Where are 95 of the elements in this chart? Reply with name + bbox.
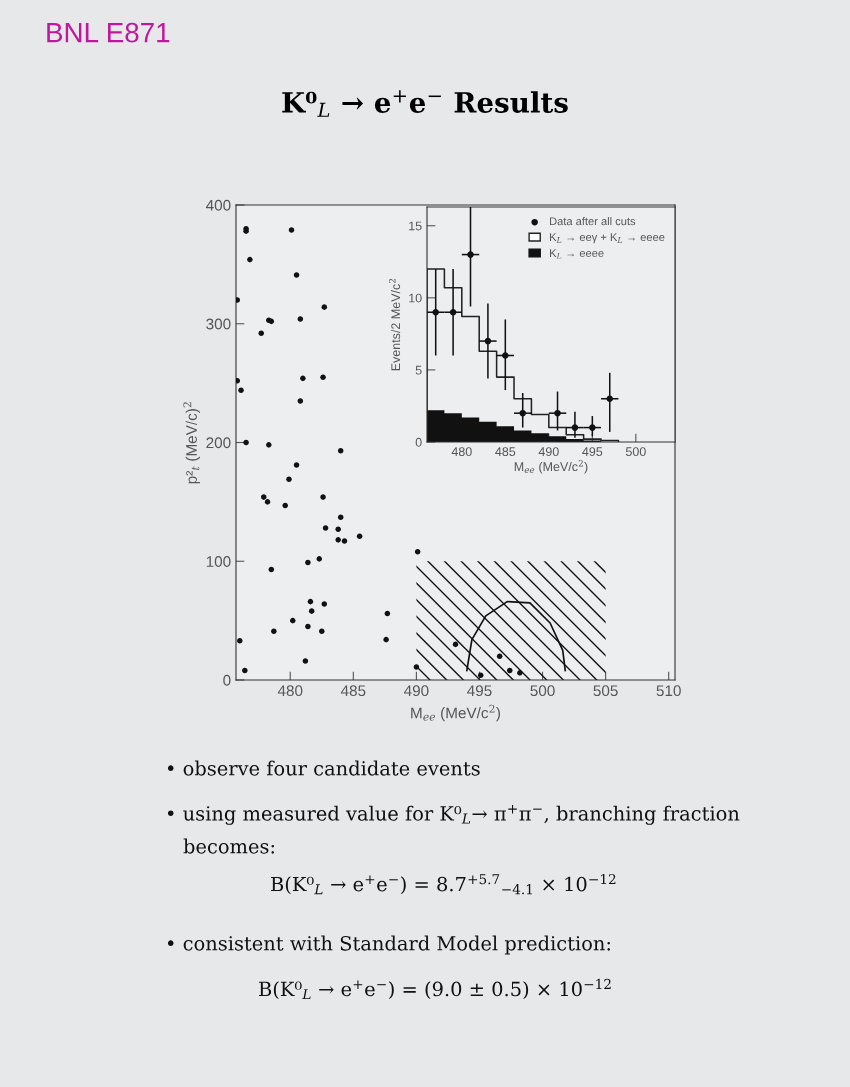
y-tick-label: 400 [206,199,231,211]
point [258,330,265,337]
point [337,448,344,454]
x-tick-label: 485 [340,685,366,697]
point [247,256,253,263]
point [571,424,579,431]
point [496,653,503,660]
point [335,537,341,543]
y-tick-label: 200 [206,437,231,449]
text: • observe four candidate events [167,760,480,776]
y-axis-title: Events/2 MeV/c$^{2}$ [388,278,401,371]
point [320,494,326,500]
point [236,377,241,384]
point [519,409,526,417]
y-tick-label: 5 [415,365,422,375]
point [288,227,295,233]
point [307,598,314,605]
x-tick-label: 490 [538,447,559,457]
point [384,610,391,617]
point [606,395,613,403]
y-tick-label: 10 [409,293,422,303]
point [413,664,420,670]
point [449,308,457,316]
y-tick-label: 0 [223,674,231,686]
point [316,556,323,562]
point [243,439,249,446]
line-series [466,600,567,672]
legend-label: K$_{L}$ → eeee [550,249,604,259]
point [286,476,292,483]
point [293,272,300,278]
point [321,601,328,607]
point [305,559,311,566]
point [297,316,304,322]
point [484,337,492,345]
point [321,304,328,310]
point [268,566,275,573]
point [237,638,243,644]
point [282,502,288,509]
text: B(K⁰$_{L}$ → e$^{+}$e$^{−}$) = 8.7$^{+5.7}$$_{−4.1}$ × 10$^{−12}$ [271,873,616,895]
point [322,525,329,531]
point [300,375,306,382]
x-tick-label: 500 [625,447,646,457]
x-tick-label: 500 [530,685,555,697]
x-tick-label: 495 [467,685,492,697]
text: • using measured value for K⁰$_{L}$→ π$^{+}$π$^{−}$, branching fraction [167,804,740,825]
point [506,667,513,674]
point [356,533,363,540]
point [236,297,241,303]
point [297,398,304,404]
point [266,442,272,448]
x-axis-title: M$_{ee}$ (MeV/c$^{2}$) [411,704,500,722]
point [302,658,309,664]
y-tick-label: 15 [409,221,422,231]
point [589,424,596,431]
x-tick-label: 485 [495,447,516,457]
legend-label: Data after all cuts [550,217,636,226]
x-tick-label: 495 [582,447,603,457]
point [308,608,315,614]
y-axis-title: p²$_{t}$ (MeV/c)$^{2}$ [183,402,200,484]
point [335,526,341,532]
point [264,499,271,505]
legend-label: K$_{L}$ → eeγ + K$_{L}$ → eeee [550,233,665,244]
point [319,628,325,635]
x-axis-title: M$_{ee}$ (MeV/c$^{2}$) [514,459,588,474]
text: becomes: [183,838,275,854]
point [337,514,344,521]
text: BNL E871 [47,22,170,43]
point [305,623,311,630]
point [432,308,439,316]
point [242,667,248,674]
point [452,641,459,648]
y-tick-label: 100 [206,556,231,567]
point [320,374,326,380]
text: • consistent with Standard Model prediction: [167,935,610,955]
x-tick-label: 490 [404,685,429,697]
point [467,251,474,258]
chart-title: K⁰$_{L}$ → e$^{+}$e$^{−}$ Results [282,90,568,117]
point [289,617,296,624]
y-tick-label: 0 [415,437,422,447]
point [341,538,348,544]
y-tick-label: 300 [206,318,231,330]
point [238,387,244,394]
point [293,462,300,468]
x-tick-label: 510 [656,685,681,697]
text: B(K⁰$_{L}$ → e$^{+}$e$^{−}$) = (9.0 ± 0.5) × 10$^{−12}$ [259,978,611,1000]
point [554,409,561,417]
x-tick-label: 505 [593,685,618,697]
point [271,628,277,635]
point [502,352,509,359]
point [414,548,421,555]
point [517,670,523,676]
point [383,636,389,643]
x-tick-label: 480 [451,447,472,457]
point [260,494,267,500]
x-tick-label: 480 [277,685,303,697]
